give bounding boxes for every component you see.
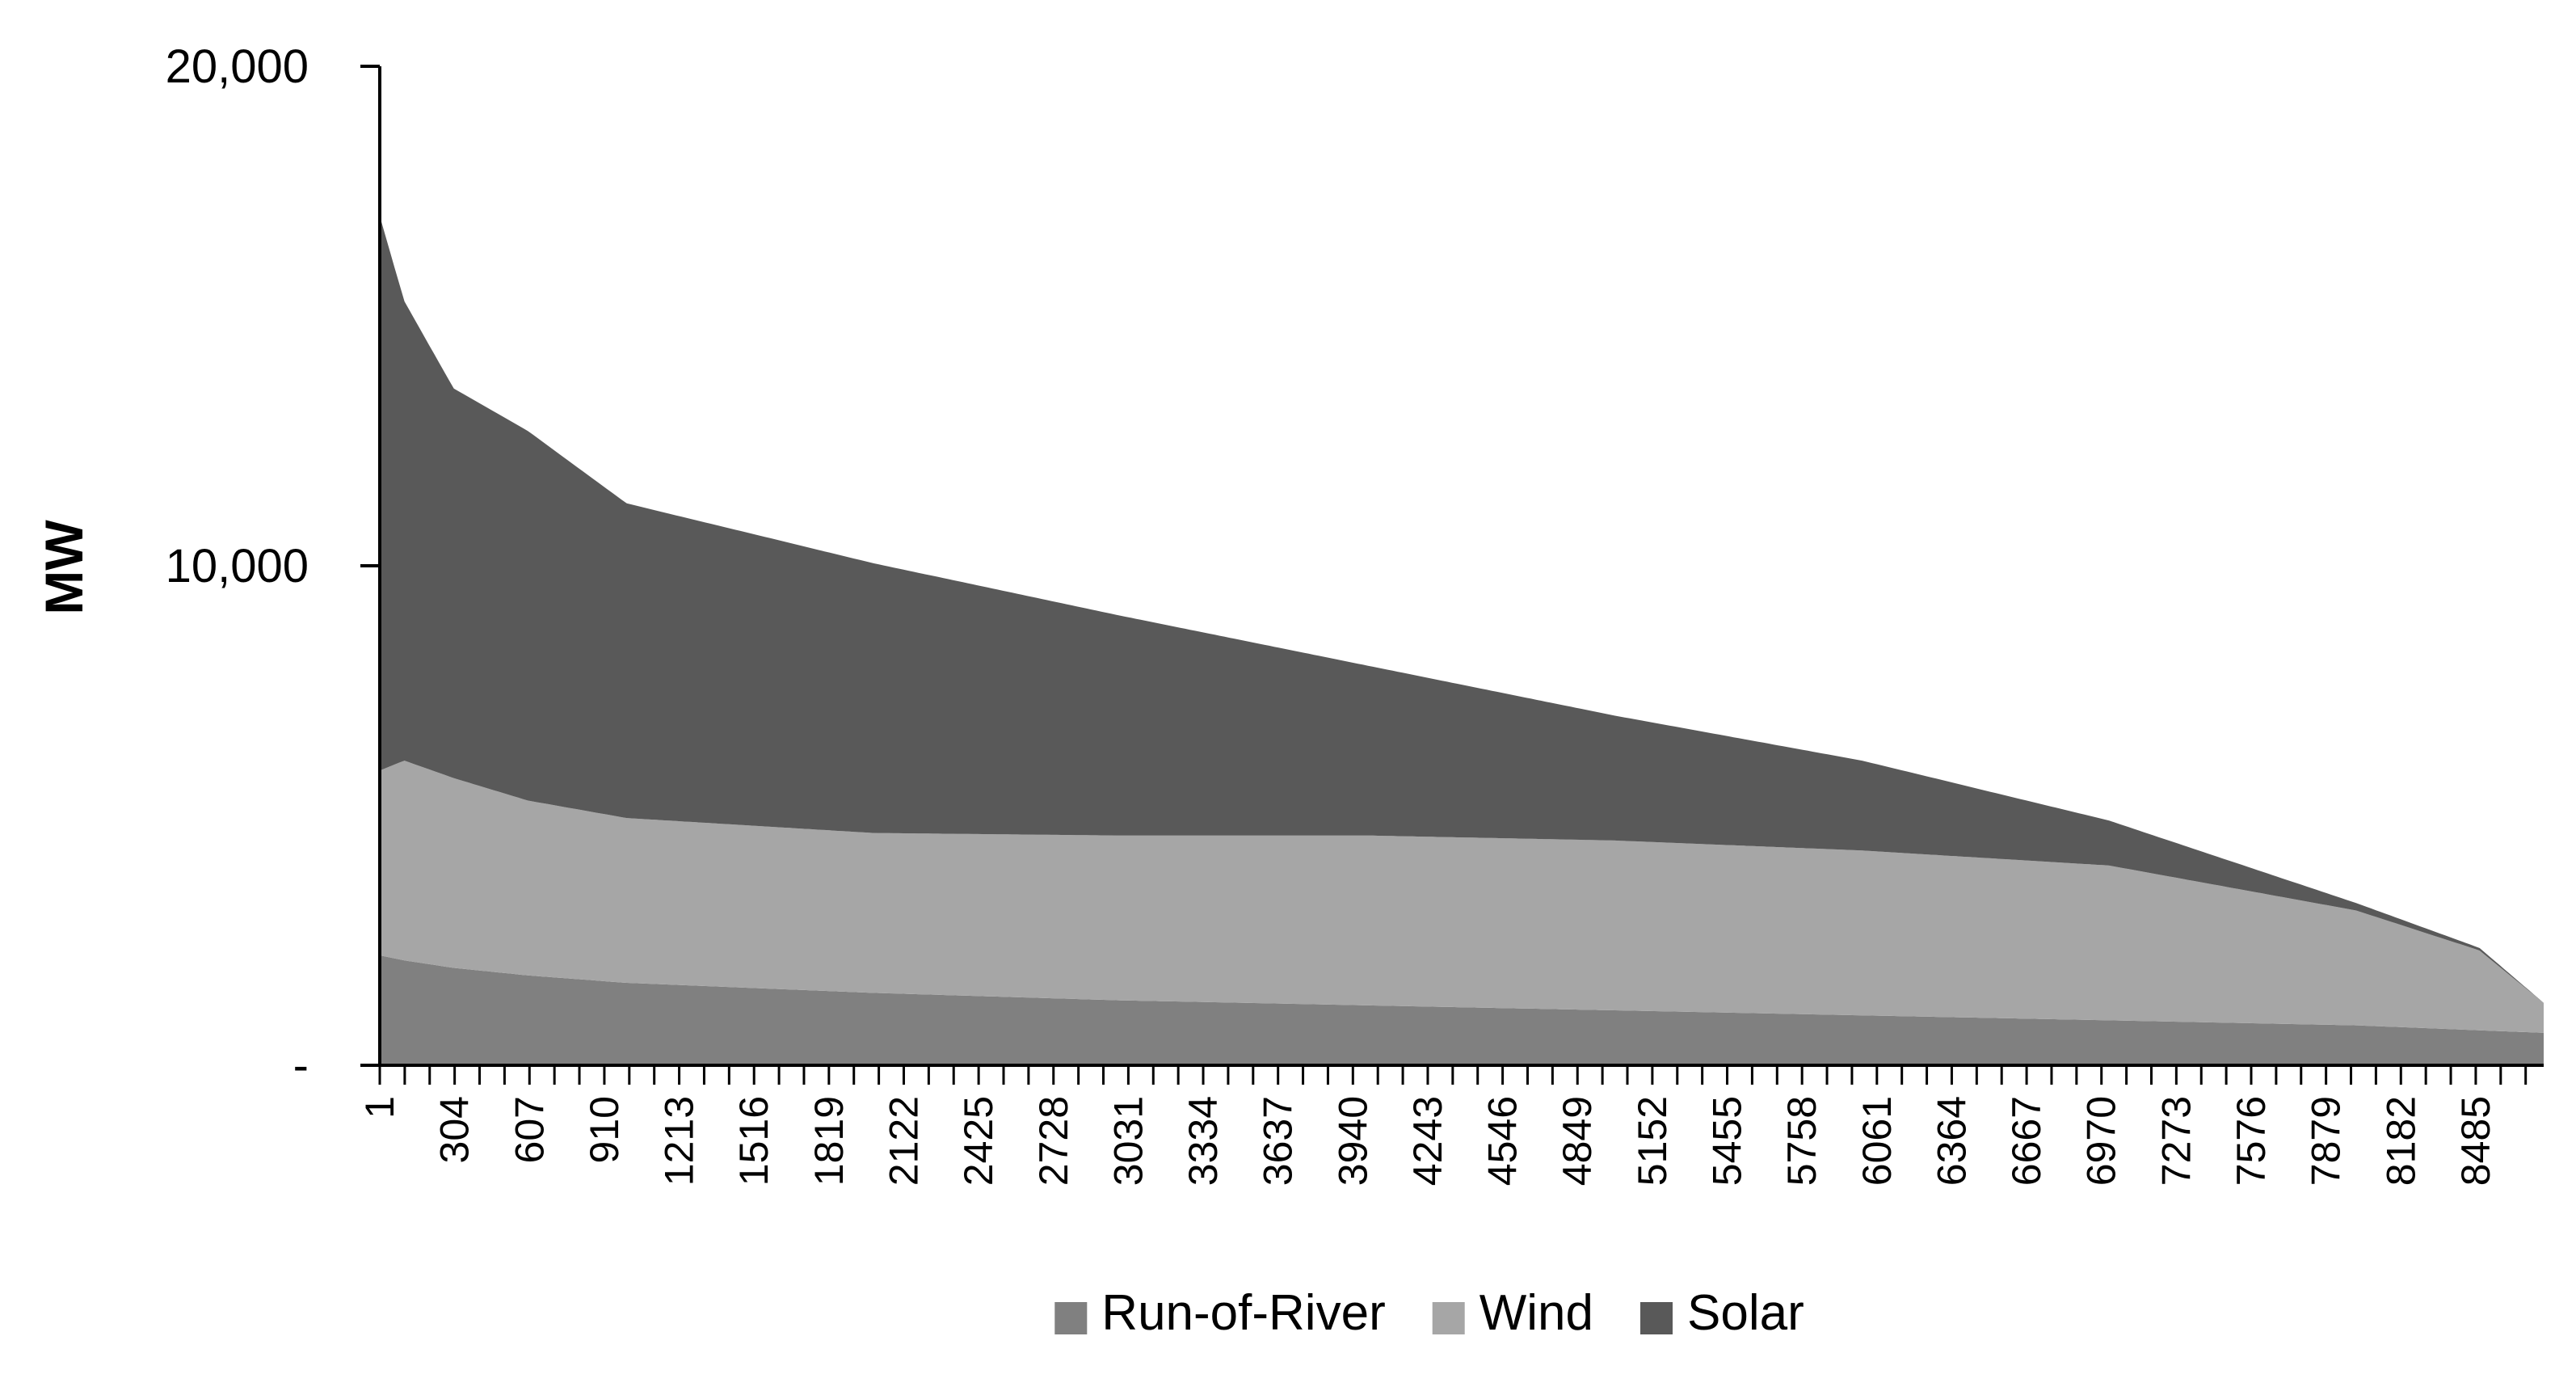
x-tick-label: 4849 [1555,1096,1600,1186]
x-tick-label: 8182 [2378,1096,2423,1186]
x-tick-label: 1 [357,1096,402,1119]
x-tick-label: 3334 [1181,1096,1226,1186]
x-tick-label: 910 [582,1096,627,1163]
legend-label: Wind [1480,1285,1593,1341]
y-ticks: - 10,000 20,000 [166,40,380,1092]
y-axis-title: MW [34,520,94,615]
x-tick-label: 6364 [1929,1096,1974,1186]
x-tick-label: 7273 [2153,1096,2199,1186]
x-tick-label: 5758 [1779,1096,1825,1186]
legend-label: Run-of-River [1101,1285,1385,1341]
x-tick-label: 6061 [1854,1096,1900,1186]
x-tick-label: 4243 [1405,1096,1450,1186]
x-ticks: 1 304 607 910 1213 1516 1819 2122 2425 2728 3031 33… [357,1065,2528,1186]
x-tick-label: 5152 [1630,1096,1675,1186]
y-tick-label: - [293,1039,309,1092]
x-tick-label: 6667 [2004,1096,2049,1186]
legend-item: Run-of-River [1054,1285,1386,1341]
x-tick-label: 2122 [882,1096,927,1186]
legend-swatch [1432,1302,1465,1334]
x-tick-label: 1213 [657,1096,702,1186]
legend-item: Solar [1640,1285,1804,1341]
legend: Run-of-River Wind Solar [1054,1285,1804,1341]
legend-item: Wind [1432,1285,1593,1341]
x-tick-label: 2728 [1031,1096,1076,1186]
x-tick-label: 8485 [2453,1096,2498,1186]
x-tick-label: 3637 [1256,1096,1301,1186]
series-area-run-of-river [380,955,2544,1065]
x-tick-label: 7576 [2229,1096,2274,1186]
series-area-wind [380,761,2544,1033]
areas-layer [380,216,2544,1065]
x-tick-label: 6970 [2079,1096,2124,1186]
y-tick-label: 10,000 [166,540,309,592]
x-tick-label: 3940 [1330,1096,1375,1186]
legend-swatch [1640,1302,1673,1334]
x-tick-label: 3031 [1105,1096,1151,1186]
x-tick-label: 607 [507,1096,552,1163]
y-tick-label: 20,000 [166,40,309,93]
x-tick-label: 5455 [1705,1096,1750,1186]
x-tick-label: 1516 [731,1096,777,1186]
legend-swatch [1054,1302,1088,1334]
x-tick-label: 2425 [956,1096,1001,1186]
x-tick-label: 4546 [1480,1096,1526,1186]
legend-label: Solar [1687,1285,1804,1341]
x-tick-label: 304 [432,1096,478,1163]
series-area-solar [380,216,2544,1003]
x-tick-label: 7879 [2304,1096,2349,1186]
x-tick-label: 1819 [806,1096,852,1186]
